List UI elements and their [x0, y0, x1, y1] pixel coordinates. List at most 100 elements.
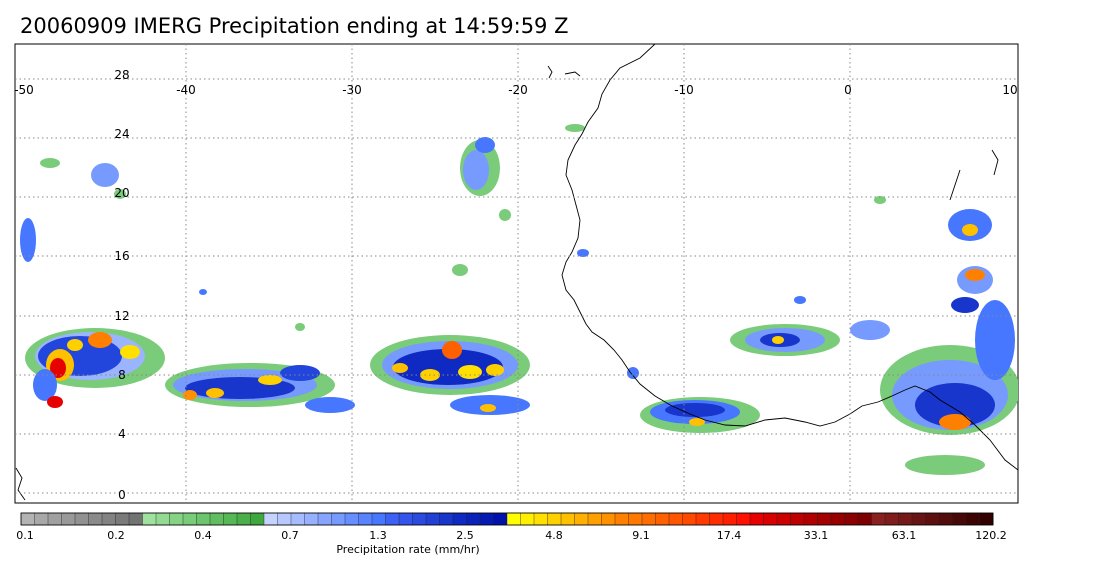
lon-label: -30	[342, 83, 362, 97]
colorbar-tick-label: 2.5	[456, 529, 474, 542]
lat-label: 4	[118, 427, 126, 441]
colorbar-swatch	[871, 512, 886, 526]
colorbar-swatch	[574, 512, 589, 526]
colorbar-swatch	[776, 512, 792, 526]
colorbar-swatch	[88, 512, 103, 526]
colorbar-swatch	[344, 512, 360, 526]
colorbar-swatch	[790, 512, 805, 526]
colorbar-swatch	[223, 512, 238, 526]
colorbar-swatch	[979, 512, 994, 526]
colorbar-tick-label: 33.1	[804, 529, 829, 542]
colorbar-tick-label: 0.7	[281, 529, 299, 542]
lon-label: -20	[508, 83, 528, 97]
rain-cluster	[25, 328, 165, 408]
lat-label: 16	[114, 249, 129, 263]
colorbar-swatch	[587, 512, 603, 526]
colorbar-swatch	[803, 512, 819, 526]
longitude-gridlines	[185, 44, 851, 503]
colorbar-tick-label: 0.1	[16, 529, 34, 542]
colorbar-tick-label: 63.1	[892, 529, 917, 542]
colorbar-swatch	[952, 512, 967, 526]
colorbar-swatch	[115, 512, 130, 526]
coastline	[15, 44, 1018, 501]
colorbar-tick-label: 0.4	[194, 529, 212, 542]
colorbar-swatch	[965, 512, 981, 526]
colorbar-swatch	[47, 512, 63, 526]
colorbar-swatch	[533, 512, 549, 526]
colorbar-swatch	[452, 512, 468, 526]
map-frame	[14, 43, 1019, 504]
colorbar-swatch	[61, 512, 76, 526]
colorbar-swatch	[722, 512, 738, 526]
colorbar-swatch	[601, 512, 616, 526]
colorbar-swatch	[763, 512, 778, 526]
colorbar-swatch	[290, 512, 306, 526]
lat-label: 20	[114, 186, 129, 200]
rain-cluster	[165, 363, 355, 413]
colorbar-swatch	[412, 512, 427, 526]
colorbar-swatch	[493, 512, 508, 526]
colorbar	[20, 512, 994, 526]
colorbar-swatch	[938, 512, 954, 526]
colorbar-swatch	[398, 512, 414, 526]
colorbar-swatch	[263, 512, 279, 526]
colorbar-title: Precipitation rate (mm/hr)	[336, 543, 479, 556]
colorbar-swatch	[641, 512, 657, 526]
colorbar-swatch	[830, 512, 846, 526]
lat-label: 0	[118, 488, 126, 502]
rain-cluster	[460, 137, 500, 196]
colorbar-swatch	[142, 512, 157, 526]
lon-label: -40	[176, 83, 196, 97]
colorbar-tick-label: 1.3	[369, 529, 387, 542]
colorbar-swatch	[74, 512, 90, 526]
colorbar-swatch	[817, 512, 832, 526]
colorbar-swatch	[709, 512, 724, 526]
colorbar-swatch	[898, 512, 913, 526]
lat-label: 8	[118, 368, 126, 382]
colorbar-swatch	[911, 512, 927, 526]
colorbar-swatch	[466, 512, 481, 526]
colorbar-swatch	[128, 512, 144, 526]
colorbar-swatch	[182, 512, 198, 526]
lon-label: 10	[1002, 83, 1017, 97]
colorbar-swatch	[844, 512, 859, 526]
colorbar-swatch	[614, 512, 630, 526]
colorbar-border	[20, 512, 994, 526]
colorbar-swatch	[425, 512, 441, 526]
latitude-gridlines	[15, 78, 1018, 494]
rain-cluster	[880, 209, 1018, 435]
colorbar-swatch	[682, 512, 697, 526]
colorbar-swatch	[479, 512, 495, 526]
colorbar-swatch	[695, 512, 711, 526]
colorbar-swatch	[884, 512, 900, 526]
colorbar-swatch	[331, 512, 346, 526]
colorbar-swatch	[209, 512, 225, 526]
colorbar-swatch	[385, 512, 400, 526]
rain-cluster	[370, 335, 530, 415]
colorbar-swatch	[101, 512, 117, 526]
colorbar-swatch	[925, 512, 940, 526]
colorbar-swatch	[250, 512, 265, 526]
precipitation-field	[20, 124, 1018, 475]
colorbar-swatch	[439, 512, 454, 526]
map-title: 20060909 IMERG Precipitation ending at 1…	[20, 14, 569, 38]
rain-cluster	[730, 324, 840, 356]
colorbar-tick-label: 120.2	[975, 529, 1007, 542]
lat-label: 28	[114, 68, 129, 82]
colorbar-swatch	[155, 512, 171, 526]
colorbar-tick-label: 4.8	[545, 529, 563, 542]
colorbar-swatch	[304, 512, 319, 526]
lon-label: -50	[14, 83, 34, 97]
lat-label: 24	[114, 127, 129, 141]
lon-label: -10	[674, 83, 694, 97]
colorbar-swatch	[277, 512, 292, 526]
colorbar-swatch	[317, 512, 333, 526]
colorbar-swatch	[547, 512, 562, 526]
colorbar-swatch	[520, 512, 535, 526]
rain-scatter	[20, 124, 985, 475]
colorbar-tick-label: 0.2	[107, 529, 125, 542]
colorbar-swatch	[196, 512, 211, 526]
colorbar-swatch	[236, 512, 252, 526]
colorbar-swatch	[736, 512, 751, 526]
